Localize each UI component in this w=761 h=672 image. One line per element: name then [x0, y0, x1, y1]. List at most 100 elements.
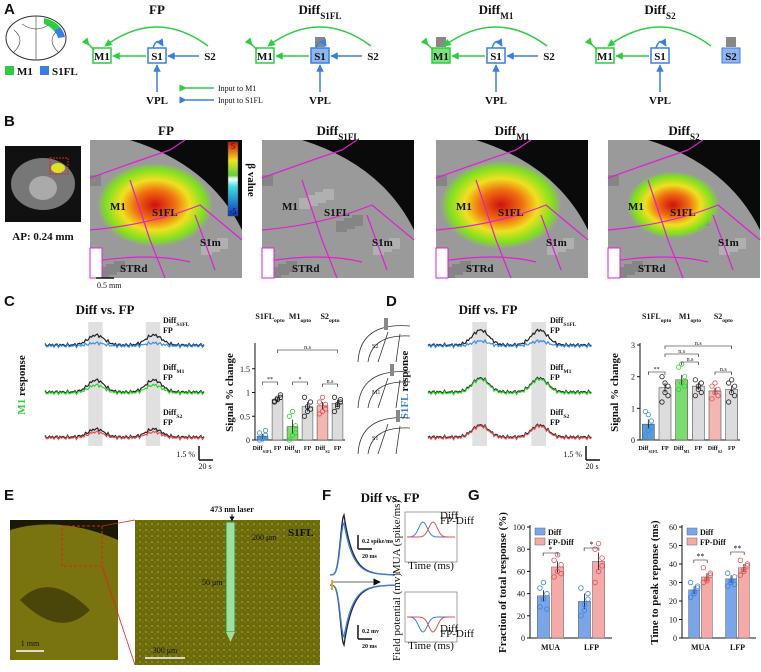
scale-label: 300 μm	[153, 646, 178, 655]
x-tick-label: DiffS1FL	[638, 446, 658, 454]
node-box	[92, 47, 112, 64]
inset-axis-label: Time (ms)	[408, 640, 454, 652]
label-main: Diff	[163, 363, 177, 372]
map-corner	[261, 247, 275, 279]
region-label: STRd	[466, 263, 494, 275]
bar	[708, 390, 722, 441]
label-sub: opto	[274, 318, 285, 324]
significance: n.s	[678, 349, 686, 355]
map-pixel	[624, 264, 635, 275]
group-label: M1opto	[679, 312, 701, 324]
x-tick-label: DiffS2	[708, 446, 722, 454]
cartoon-fiber	[384, 318, 388, 330]
y-tick-label: 40	[517, 590, 525, 599]
region-label: S1m	[372, 237, 393, 249]
label-main: Diff	[284, 446, 295, 452]
group-label: S2opto	[714, 312, 733, 324]
y-tick-label: 50	[669, 542, 677, 551]
significance: n.s	[720, 367, 728, 373]
data-point	[540, 596, 547, 602]
bar	[701, 576, 713, 639]
trace	[427, 423, 592, 440]
label-main: S2	[320, 312, 328, 321]
bar	[537, 595, 550, 639]
significance: n.s	[687, 357, 695, 363]
label-main: Diff	[668, 123, 690, 138]
node-label: S2	[367, 51, 379, 63]
map-pixel	[209, 241, 220, 252]
data-point	[698, 389, 704, 396]
legend-swatch	[686, 537, 698, 546]
region-label: S1FL	[152, 207, 178, 219]
data-point	[741, 568, 747, 575]
trace-legend: DiffS2	[163, 408, 182, 420]
bar	[592, 561, 605, 639]
inset-axis-label: Time (ms)	[408, 560, 454, 572]
data-point	[592, 579, 598, 586]
data-point	[334, 404, 341, 410]
optrode-tip	[226, 632, 235, 642]
label-main: Diff	[550, 316, 564, 325]
data-point	[682, 374, 688, 380]
data-point	[540, 579, 547, 586]
label-main: S1FL	[255, 312, 274, 321]
self-loop	[420, 37, 434, 51]
cartoon-label: M1	[372, 390, 380, 396]
legend-label: M1	[17, 66, 33, 78]
scale-label: 0.2 spike/ms	[362, 539, 394, 545]
scale-label: 0.2 mv	[362, 629, 379, 635]
label-sub: M1	[563, 369, 571, 375]
sig-bracket	[693, 559, 708, 563]
region-label: M1	[110, 201, 126, 213]
node-box	[650, 47, 670, 64]
cartoon-cortex	[357, 371, 411, 409]
bar	[738, 567, 750, 639]
significance: n.s	[695, 341, 703, 347]
inset-legend: Diff	[440, 623, 458, 635]
map-pixel	[90, 175, 101, 186]
data-point	[741, 566, 747, 573]
data-point	[551, 574, 557, 580]
node-label: S2	[543, 51, 555, 63]
data-point	[595, 540, 602, 547]
data-point	[691, 589, 697, 595]
significance: n.s	[304, 345, 312, 351]
data-point	[578, 585, 584, 591]
label-main: Diff	[479, 2, 501, 17]
data-point	[707, 570, 714, 576]
data-point	[687, 594, 694, 600]
legend-label: Diff	[700, 528, 714, 537]
data-point	[292, 423, 299, 429]
map-title: DiffS2	[668, 123, 700, 142]
data-point	[645, 412, 651, 418]
data-point	[599, 555, 605, 561]
data-point	[286, 413, 293, 419]
trace-legend: DiffS1FL	[550, 316, 577, 328]
data-point	[648, 418, 654, 424]
y-tick-label: 80	[517, 545, 525, 554]
x-tick-label: DiffS2	[315, 446, 329, 454]
label-sub: S1FL	[263, 449, 273, 454]
sig-bracket	[730, 551, 745, 555]
y-axis-label: Signal % change	[609, 353, 621, 432]
data-point	[732, 393, 738, 399]
trace	[427, 338, 592, 349]
map-pixel	[719, 244, 730, 255]
legend-label: FP-Diff	[548, 538, 574, 547]
label-main: Diff	[644, 2, 666, 17]
data-point	[704, 576, 710, 582]
label-main: Diff	[550, 408, 564, 417]
legend-label: Input to S1FL	[218, 96, 263, 105]
label-sub: opto	[329, 318, 340, 324]
data-point	[731, 581, 738, 588]
map-pixel	[270, 267, 281, 278]
arrow	[267, 26, 372, 47]
label-sub: S1FL	[176, 322, 189, 328]
self-loop	[655, 38, 667, 49]
y-axis-label: M1 response	[16, 355, 28, 415]
node-label: VPL	[146, 95, 168, 107]
x-tick-label: DiffM1	[674, 446, 690, 454]
label-sub: M1	[516, 132, 530, 142]
data-point	[648, 424, 654, 430]
y-tick-label: 1	[631, 404, 635, 413]
